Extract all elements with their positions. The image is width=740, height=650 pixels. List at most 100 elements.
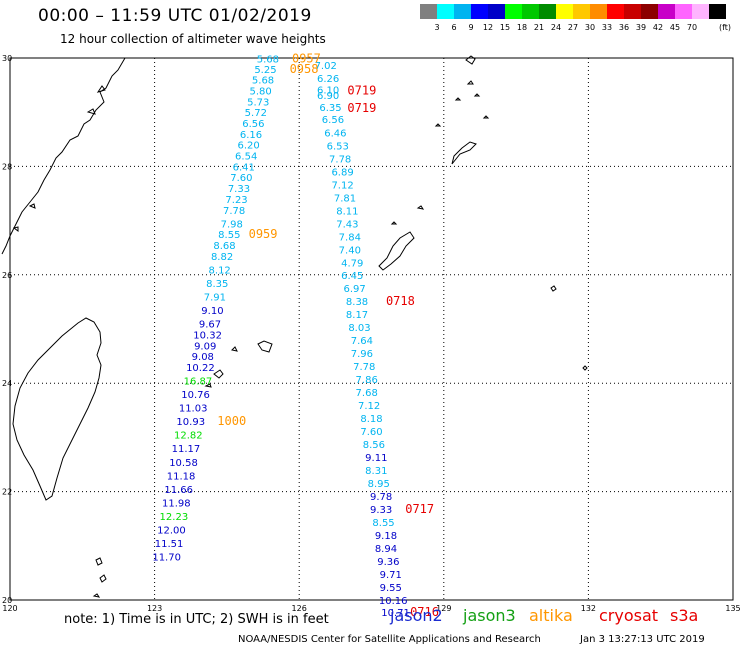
wave-height-label: 6.35 (319, 103, 341, 114)
legend-jason2: jason2 (390, 606, 443, 625)
wave-height-label: 7.68 (356, 388, 378, 399)
wave-height-label: 7.02 (315, 61, 337, 72)
wave-height-label: 11.17 (172, 444, 201, 455)
x-tick-label: 129 (436, 604, 451, 613)
luzon-islands (92, 557, 107, 598)
footer-organization: NOAA/NESDIS Center for Satellite Applica… (238, 634, 541, 645)
color-swatch (658, 4, 675, 19)
wave-height-label: 8.94 (375, 544, 397, 555)
wave-height-label: 9.08 (192, 352, 214, 363)
wave-height-label: 11.51 (155, 539, 184, 550)
wave-height-label: 9.33 (370, 505, 392, 516)
pass-time-label: 0959 (249, 227, 278, 241)
color-scale-label: 21 (533, 23, 545, 32)
map-frame (9, 57, 734, 601)
wave-height-label: 7.23 (225, 195, 247, 206)
wave-height-label: 5.25 (254, 65, 276, 76)
color-swatch (641, 4, 658, 19)
note-text: note: 1) Time is in UTC; 2) SWH is in fe… (64, 612, 329, 627)
y-tick-label: 24 (2, 379, 12, 388)
x-tick-label: 132 (581, 604, 596, 613)
wave-height-label: 9.10 (201, 306, 223, 317)
color-scale-label: 70 (686, 23, 698, 32)
wave-height-label: 4.79 (341, 258, 363, 269)
color-swatch (573, 4, 590, 19)
color-swatch (556, 4, 573, 19)
sakishima-islands (204, 340, 273, 388)
wave-height-label: 7.40 (339, 245, 361, 256)
wave-height-label: 6.53 (327, 141, 349, 152)
pass-time-label: 0719 (347, 101, 376, 115)
color-scale-label: 12 (482, 23, 494, 32)
wave-height-label: 7.84 (339, 232, 361, 243)
wave-height-label: 12.23 (160, 512, 189, 523)
minor-islands (390, 93, 490, 225)
wave-height-label: 7.96 (351, 349, 373, 360)
daito-islands (550, 285, 588, 371)
wave-height-label: 11.18 (167, 471, 196, 482)
wave-height-label: 9.36 (377, 557, 399, 568)
wave-height-label: 12.00 (157, 526, 186, 537)
wave-height-label: 7.86 (356, 375, 378, 386)
y-tick-label: 26 (2, 271, 12, 280)
wave-height-label: 8.38 (346, 297, 368, 308)
legend-cryosat: cryosat (599, 606, 659, 625)
wave-height-label: 6.90 (317, 91, 339, 102)
wave-height-label: 5.68 (257, 55, 279, 66)
wave-height-label: 16.87 (184, 376, 213, 387)
color-scale-label: 39 (635, 23, 647, 32)
color-swatch (420, 4, 437, 19)
color-scale-label: 18 (516, 23, 528, 32)
color-scale-label: 27 (567, 23, 579, 32)
china-coastline (1, 57, 126, 255)
wave-height-label: 9.11 (365, 453, 387, 464)
wave-height-label: 10.22 (186, 363, 215, 374)
wave-height-label: 7.78 (329, 154, 351, 165)
color-scale-label: 3 (434, 23, 440, 32)
pass-time-label: 0719 (347, 84, 376, 98)
color-swatch (471, 4, 488, 19)
color-scale-label: 6 (451, 23, 457, 32)
coastlines (1, 55, 588, 598)
wave-height-label: 6.56 (242, 119, 264, 130)
color-swatch (675, 4, 692, 19)
wave-height-label: 11.70 (152, 553, 181, 564)
wave-height-label: 6.46 (324, 128, 346, 139)
color-swatch (607, 4, 624, 19)
wave-height-label: 8.12 (209, 265, 231, 276)
wave-height-label: 9.18 (375, 531, 397, 542)
lat-lon-grid (9, 57, 734, 601)
wave-height-label: 6.45 (341, 271, 363, 282)
color-swatch (437, 4, 454, 19)
color-scale-label: 24 (550, 23, 562, 32)
wave-height-label: 11.98 (162, 498, 191, 509)
wave-height-label: 7.78 (353, 362, 375, 373)
wave-height-label: 10.71 (381, 608, 410, 619)
wave-height-label: 7.12 (358, 401, 380, 412)
x-tick-label: 135 (725, 604, 740, 613)
taiwan-coastline (12, 317, 102, 501)
chart-subtitle: 12 hour collection of altimeter wave hei… (60, 32, 326, 46)
pass-time-label: 0717 (405, 502, 434, 516)
wave-height-label: 7.60 (230, 173, 252, 184)
wave-height-label: 6.54 (235, 152, 257, 163)
wave-height-label: 8.17 (346, 310, 368, 321)
wave-height-label: 8.56 (363, 440, 385, 451)
wave-height-label: 11.66 (164, 485, 193, 496)
color-scale-label: 30 (584, 23, 596, 32)
color-swatch (488, 4, 505, 19)
color-swatch (454, 4, 471, 19)
wave-height-label: 10.58 (169, 458, 198, 469)
wave-height-label: 9.09 (194, 341, 216, 352)
wave-height-label: 9.71 (380, 570, 402, 581)
wave-height-label: 8.31 (365, 466, 387, 477)
pass-time-label: 1000 (217, 414, 246, 428)
wave-height-label: 5.72 (245, 108, 267, 119)
color-scale-label: 9 (468, 23, 474, 32)
pass-time-label: 0716 (410, 605, 439, 619)
wave-height-labels: 5.685.255.685.805.735.726.566.166.206.54… (152, 55, 410, 619)
wave-height-label: 6.26 (317, 74, 339, 85)
legend-jason3: jason3 (463, 606, 516, 625)
